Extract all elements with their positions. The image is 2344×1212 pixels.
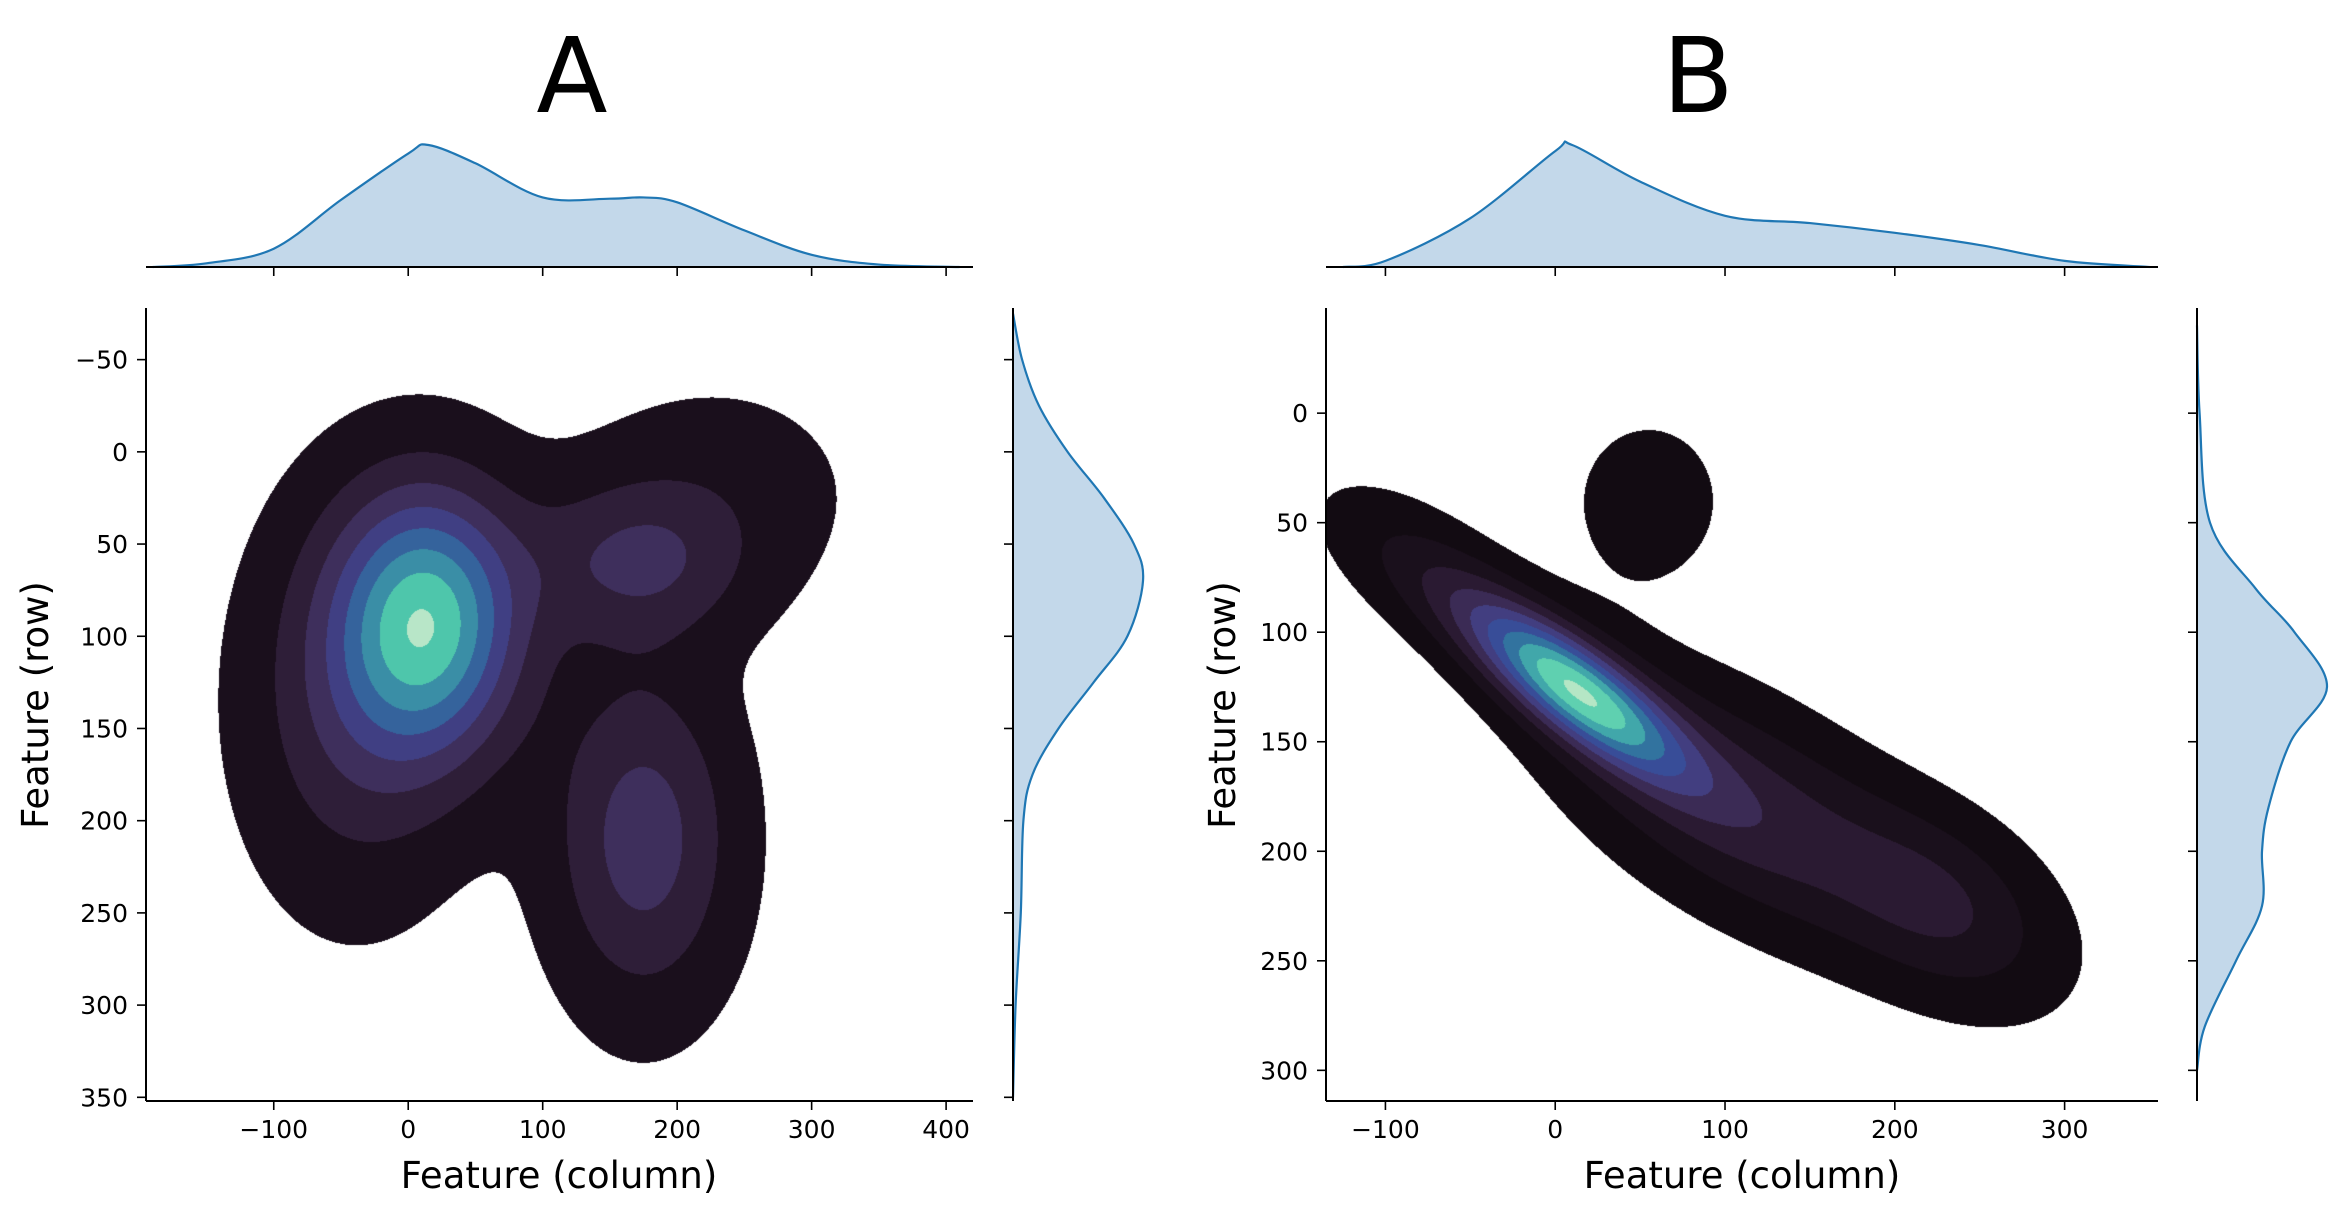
panel-b-right-marginal-fill [2197, 325, 2328, 1071]
y-tick-label: 100 [80, 622, 128, 651]
panel-a-x-tick: 400 [922, 1101, 970, 1144]
panel-b-y-tick: 150 [1260, 728, 1326, 757]
panel-b-x-tick: 100 [1701, 1101, 1749, 1144]
panel-b-kde-contours [1326, 308, 2158, 1101]
panel-b-y-tick: 200 [1260, 837, 1326, 866]
panel-b-y-ticks: 0 50 100 150 200 250 300 [1260, 399, 1326, 1085]
panel-a-right-marginal-curve [1011, 313, 1145, 1098]
panel-b-y-tick: 300 [1260, 1056, 1326, 1085]
y-tick-label: 250 [1260, 947, 1308, 976]
panel-a-x-tick: 100 [519, 1101, 567, 1144]
panel-a-y-tick: 0 [112, 438, 146, 467]
panel-a-y-tick: −50 [75, 346, 146, 375]
panel-b-y-tick: 100 [1260, 618, 1326, 647]
y-tick-label: 50 [96, 530, 128, 559]
panel-a-y-axis-title: Feature (row) [14, 581, 57, 829]
panel-a-x-tick: 0 [400, 1101, 416, 1144]
y-tick-label: 50 [1276, 509, 1308, 538]
panel-b-top-marginal-ticks [1384, 267, 2066, 276]
x-tick-label: 300 [2041, 1115, 2089, 1144]
panel-b-x-tick: 300 [2041, 1101, 2089, 1144]
panel-b-y-axis-title: Feature (row) [1201, 581, 1244, 829]
y-tick-label: 150 [1260, 728, 1308, 757]
panel-a-y-ticks: −50 0 50 100 150 200 250 300 350 [75, 346, 146, 1112]
panel-b-right-marginal-ticks [2188, 412, 2197, 1072]
panel-b-top-marginal-fill [1342, 141, 2150, 267]
panel-b-x-tick: 200 [1871, 1101, 1919, 1144]
panel-a-right-marginal-ticks [1004, 358, 1013, 1099]
panel-b-top-marginal [1326, 140, 2158, 276]
panel-a-x-tick: 300 [788, 1101, 836, 1144]
panel-a-y-tick: 300 [80, 991, 146, 1020]
y-tick-label: 350 [80, 1083, 128, 1112]
panel-a-x-ticks: −100 0 100 200 300 400 [239, 1101, 970, 1144]
panel-b-title: B [1662, 15, 1733, 137]
panel-a: A −100 0 100 200 300 400 [14, 15, 1145, 1197]
panel-b-x-tick: 0 [1547, 1101, 1563, 1144]
panel-a-right-marginal-fill [1013, 313, 1144, 1098]
panel-a-x-tick: 200 [653, 1101, 701, 1144]
panel-a-y-tick: 50 [96, 530, 146, 559]
panel-a-y-tick: 100 [80, 622, 146, 651]
panel-b-right-marginal [2188, 308, 2329, 1101]
y-tick-label: −50 [75, 346, 128, 375]
panel-b-x-tick: −100 [1351, 1101, 1420, 1144]
y-tick-label: 200 [80, 807, 128, 836]
panel-b-right-marginal-curve [2195, 325, 2329, 1071]
y-tick-label: 150 [80, 714, 128, 743]
y-tick-label: 250 [80, 899, 128, 928]
panel-a-top-marginal-ticks [272, 267, 947, 276]
panel-a-y-tick: 200 [80, 807, 146, 836]
panel-b-x-axis-title: Feature (column) [1584, 1154, 1901, 1197]
panel-a-joint-plot: −100 0 100 200 300 400 −50 0 50 100 150 … [14, 308, 973, 1197]
x-tick-label: 300 [788, 1115, 836, 1144]
y-tick-label: 100 [1260, 618, 1308, 647]
panel-a-top-marginal [146, 143, 973, 276]
panel-b-top-marginal-curve [1342, 140, 2150, 269]
panel-a-y-tick: 350 [80, 1083, 146, 1112]
panel-b-y-tick: 0 [1292, 399, 1326, 428]
x-tick-label: −100 [239, 1115, 308, 1144]
panel-b-x-ticks: −100 0 100 200 300 [1351, 1101, 2088, 1144]
x-tick-label: 200 [653, 1115, 701, 1144]
panel-a-title: A [536, 15, 607, 137]
panel-a-x-tick: −100 [239, 1101, 308, 1144]
x-tick-label: 0 [400, 1115, 416, 1144]
y-tick-label: 200 [1260, 837, 1308, 866]
panel-a-y-tick: 150 [80, 714, 146, 743]
x-tick-label: 200 [1871, 1115, 1919, 1144]
panel-a-x-axis-title: Feature (column) [401, 1154, 718, 1197]
panel-a-kde-contours [146, 308, 973, 1101]
x-tick-label: −100 [1351, 1115, 1420, 1144]
x-tick-label: 0 [1547, 1115, 1563, 1144]
panel-b-y-tick: 250 [1260, 947, 1326, 976]
x-tick-label: 100 [519, 1115, 567, 1144]
panel-b-joint-plot: −100 0 100 200 300 0 50 100 150 200 250 … [1201, 308, 2158, 1197]
panel-b-y-tick: 50 [1276, 509, 1326, 538]
y-tick-label: 0 [112, 438, 128, 467]
panel-b: B −100 0 100 200 300 0 [1201, 15, 2329, 1197]
x-tick-label: 400 [922, 1115, 970, 1144]
y-tick-label: 300 [80, 991, 128, 1020]
x-tick-label: 100 [1701, 1115, 1749, 1144]
y-tick-label: 0 [1292, 399, 1308, 428]
panel-a-top-marginal-curve [152, 143, 960, 269]
y-tick-label: 300 [1260, 1056, 1308, 1085]
panel-a-right-marginal [1004, 308, 1145, 1101]
panel-a-y-tick: 250 [80, 899, 146, 928]
